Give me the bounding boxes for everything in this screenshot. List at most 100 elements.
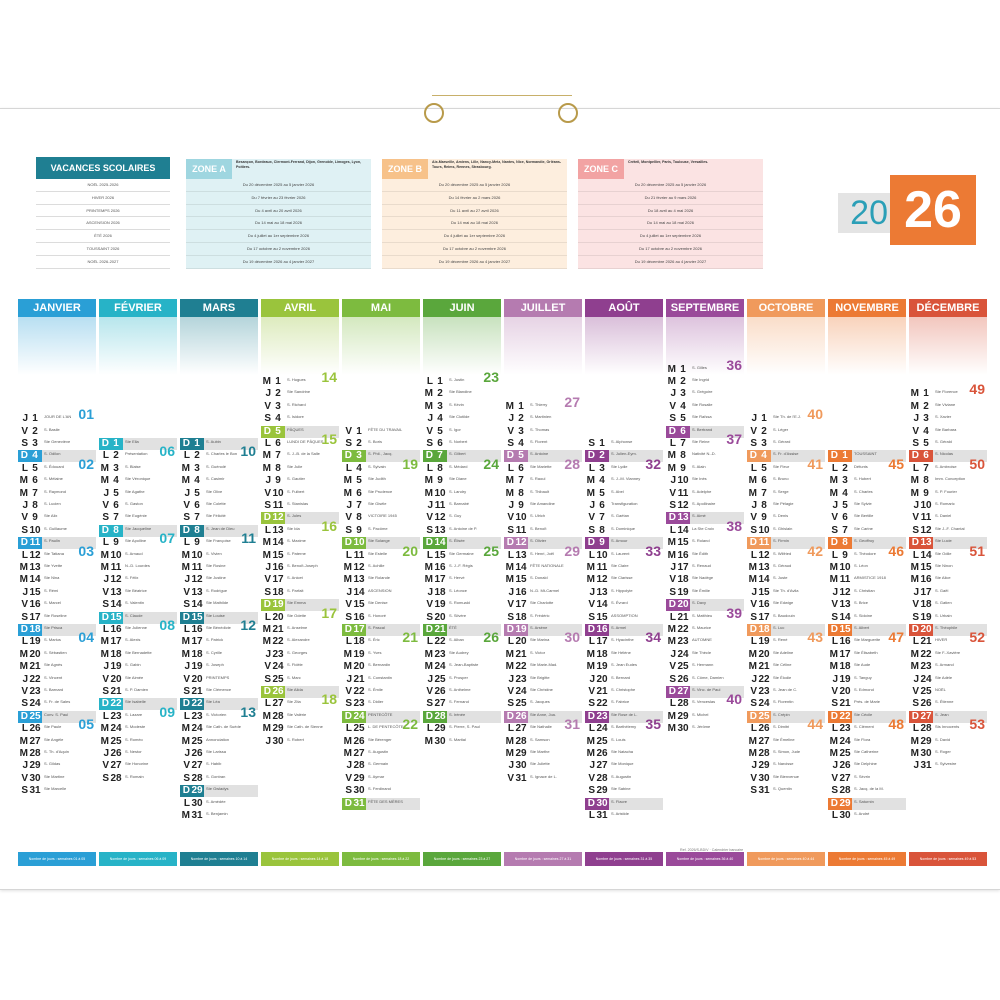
weekday-letter: V xyxy=(750,599,757,611)
day-number: 4 xyxy=(32,450,38,462)
zone-label: ZONE A xyxy=(186,159,232,179)
weekday-letter: L xyxy=(345,636,352,648)
day-row: J 2 Ste Sandrine xyxy=(261,388,339,400)
day-number: 28 xyxy=(515,735,527,747)
saint-name: Conv. S. Paul xyxy=(44,711,69,717)
week-number: 33 xyxy=(645,542,661,559)
day-number: 9 xyxy=(680,462,686,474)
weekday-letter: V xyxy=(507,599,514,611)
day-row: M 5 Ste Judith xyxy=(342,475,420,487)
sunday-marker xyxy=(828,450,852,463)
day-number: 29 xyxy=(596,785,608,797)
saint-name: S. Gaël xyxy=(935,587,949,593)
weekday-letter: S xyxy=(750,524,757,536)
day-number: 17 xyxy=(596,636,608,648)
weekday-letter: V xyxy=(102,673,109,685)
day-row: M 11 ARMISTICE 1918 xyxy=(828,574,906,586)
day-number: 6 xyxy=(275,438,281,449)
weekday-letter: M xyxy=(505,748,514,759)
weekday-letter: V xyxy=(912,686,919,697)
saint-name: Ste Véronique xyxy=(125,476,151,482)
weekday-letter: L xyxy=(264,698,271,710)
sunday-marker xyxy=(180,611,204,624)
saint-name: S. Guillaume xyxy=(44,525,67,531)
day-row: V 16 Ste Edwige xyxy=(747,599,825,611)
sunday-marker xyxy=(828,537,852,550)
saint-name: S. Albert xyxy=(854,625,870,630)
day-number: 22 xyxy=(596,698,608,710)
weekday-letter: D xyxy=(830,624,838,635)
day-number: 19 xyxy=(515,624,527,635)
day-number: 20 xyxy=(353,661,365,673)
weekday-letter: J xyxy=(103,661,109,673)
weekday-letter: V xyxy=(750,772,757,784)
weekday-letter: D xyxy=(587,797,595,809)
day-number: 20 xyxy=(839,686,851,697)
saint-name: S. Firmin xyxy=(773,538,789,544)
day-number: 9 xyxy=(437,475,443,487)
day-row: M 18 Ste Bernadette xyxy=(99,649,177,661)
weekday-letter: S xyxy=(831,611,838,623)
weekday-letter: M xyxy=(505,648,514,660)
day-number: 2 xyxy=(356,438,362,449)
saint-name: S. Vincent xyxy=(44,674,63,680)
day-number: 31 xyxy=(758,785,770,797)
day-number: 5 xyxy=(599,487,605,499)
saint-name: Ste Catherine xyxy=(854,749,879,754)
weekday-letter: M xyxy=(748,475,757,487)
day-number: 4 xyxy=(275,413,281,425)
sunday-marker xyxy=(342,710,366,723)
weekday-letter: M xyxy=(505,475,514,487)
weekday-letter: V xyxy=(426,686,433,697)
day-row: L 14 Ste Odile 51 xyxy=(909,544,987,562)
saint-name: Ste Thècle xyxy=(692,649,712,655)
weekday-letter: M xyxy=(667,549,676,561)
day-row: M 14 S. Maxime xyxy=(261,537,339,549)
day-row: J 24 Ste Adèle xyxy=(909,674,987,686)
day-number: 2 xyxy=(32,425,38,437)
day-number: 11 xyxy=(29,537,41,549)
weekday-letter: M xyxy=(100,475,109,487)
weekday-letter: M xyxy=(424,475,433,487)
weekday-letter: D xyxy=(749,624,757,635)
day-row: M 24 Ste Cath. de Suède xyxy=(180,723,258,735)
weekday-letter: J xyxy=(427,586,433,598)
weekday-letter: M xyxy=(586,574,595,586)
day-row: J 7 Ste Gisèle xyxy=(342,500,420,512)
day-row: V 18 Ste Nadège xyxy=(666,574,744,586)
day-number: 23 xyxy=(596,710,608,722)
month-name: SEPTEMBRE xyxy=(666,299,744,317)
day-row: L 12 S. Wilfried 42 xyxy=(747,544,825,562)
day-row: S 15 ASSOMPTION xyxy=(585,612,663,624)
saint-name: Ste Élisabeth xyxy=(854,649,878,655)
saint-name: S. Amédée xyxy=(206,798,226,804)
day-number: 1 xyxy=(356,425,362,437)
weekday-letter: M xyxy=(424,735,433,747)
saint-name: Ste Blandine xyxy=(449,389,472,395)
day-row: S 19 S. Urbain xyxy=(909,612,987,624)
saint-name: Ste Jacqueline xyxy=(125,525,152,531)
weekday-letter: S xyxy=(21,438,28,449)
day-number: 3 xyxy=(356,450,362,462)
saint-name: Ste Christine xyxy=(530,687,553,692)
day-number: 28 xyxy=(839,785,851,797)
day-number: 24 xyxy=(353,710,365,722)
day-number: 22 xyxy=(758,673,770,685)
saint-name: S. Gilbert xyxy=(449,451,466,457)
day-number: 18 xyxy=(191,648,203,660)
day-number: 14 xyxy=(758,574,770,586)
day-row: J 23 Ste Brigitte xyxy=(504,674,582,686)
day-number: 8 xyxy=(275,462,281,474)
day-row: S 7 Ste Eugénie xyxy=(99,512,177,524)
weekday-letter: L xyxy=(912,462,919,474)
weekday-letter: J xyxy=(103,574,109,586)
sunday-marker xyxy=(180,698,204,711)
day-row: S 6 S. Norbert xyxy=(423,438,501,450)
weekday-letter: D xyxy=(344,537,352,549)
saint-name: S. Raoul xyxy=(530,476,546,482)
weekday-letter: V xyxy=(750,512,757,524)
saint-name: S. Fidèle xyxy=(287,662,303,668)
weekday-letter: L xyxy=(588,810,595,821)
day-number: 1 xyxy=(32,413,38,425)
day-row: V 28 S. Augustin xyxy=(585,773,663,785)
